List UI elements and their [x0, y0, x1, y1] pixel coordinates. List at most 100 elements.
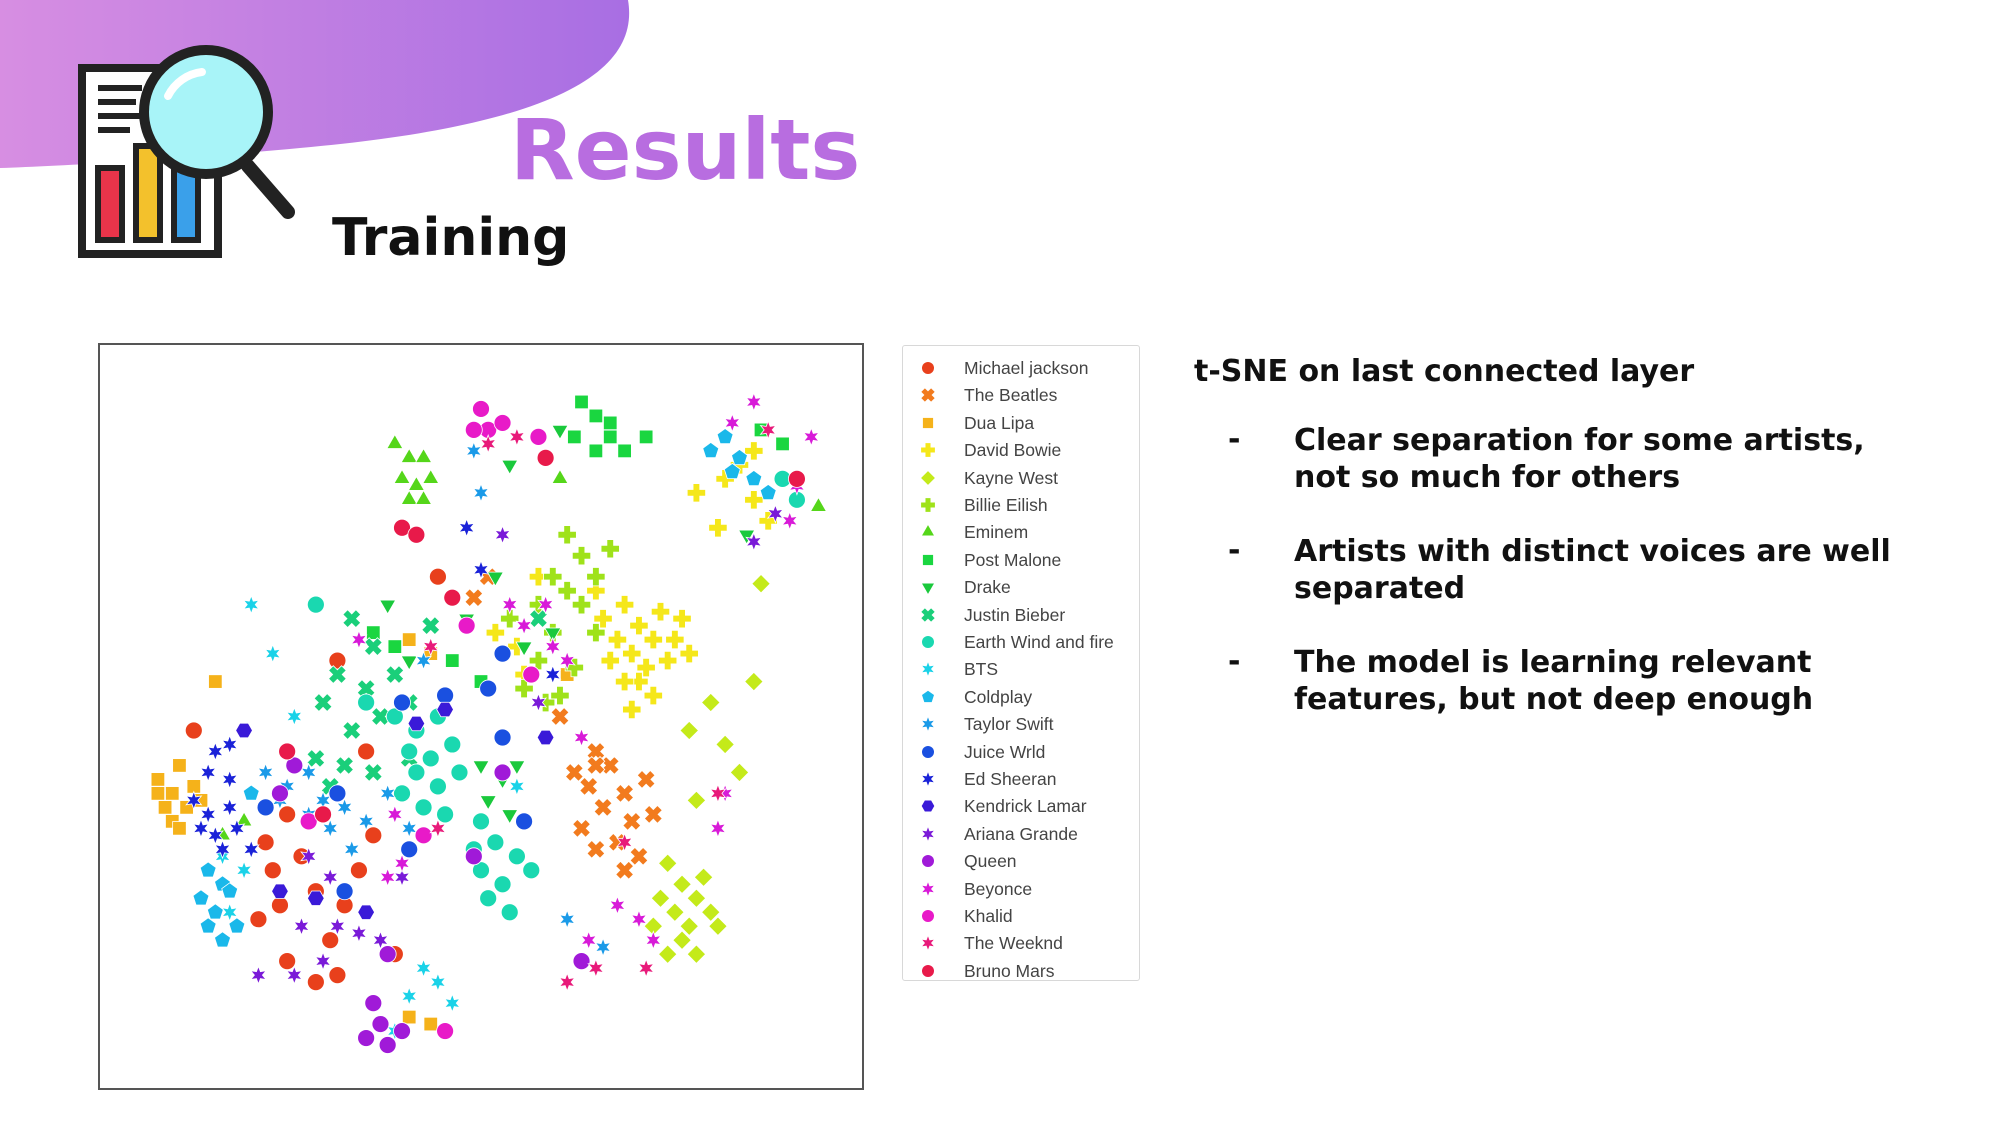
data-point — [328, 651, 347, 670]
data-point — [550, 707, 570, 726]
data-point — [615, 671, 635, 692]
legend-label: Juice Wrld — [964, 741, 1046, 762]
legend-marker — [922, 717, 934, 731]
bullet-dash: - — [1228, 422, 1241, 457]
data-point — [256, 833, 275, 852]
data-point — [571, 595, 592, 615]
data-point — [423, 1016, 438, 1032]
data-point — [228, 818, 246, 839]
data-point — [615, 783, 635, 803]
data-point — [551, 468, 569, 484]
data-point — [744, 490, 764, 510]
data-point — [486, 571, 505, 587]
legend-item: Queen — [903, 847, 1139, 874]
legend-marker — [922, 690, 934, 702]
data-point — [528, 609, 548, 629]
report-magnifier-icon — [78, 45, 295, 258]
data-point — [401, 1009, 417, 1025]
legend-marker — [921, 498, 935, 512]
data-point — [357, 693, 376, 712]
data-point — [357, 811, 375, 832]
data-point — [550, 685, 570, 706]
data-point — [228, 917, 246, 934]
data-point — [700, 902, 721, 922]
data-point — [221, 734, 239, 755]
data-point — [363, 637, 383, 657]
data-point — [436, 1022, 455, 1040]
data-point — [630, 909, 648, 930]
legend-item: Earth Wind and fire — [903, 628, 1139, 655]
legend-label: Queen — [964, 851, 1017, 872]
data-point — [679, 916, 699, 936]
data-point — [387, 639, 403, 654]
data-point — [622, 811, 642, 831]
data-point — [629, 616, 649, 636]
data-point — [357, 742, 376, 761]
data-point — [638, 429, 654, 445]
data-point — [199, 861, 217, 878]
data-point — [622, 699, 642, 720]
legend-label: BTS — [964, 659, 999, 680]
legend-label: Post Malone — [964, 549, 1062, 570]
data-point — [185, 790, 203, 811]
data-point — [472, 861, 490, 880]
data-point — [357, 904, 375, 920]
data-point — [285, 965, 303, 986]
legend-label: Coldplay — [964, 686, 1033, 707]
data-point — [715, 734, 735, 755]
data-point — [593, 609, 613, 629]
data-point — [472, 760, 490, 776]
data-point — [587, 958, 605, 979]
data-point — [493, 644, 512, 663]
series-earth-wind-and-fire — [306, 469, 806, 922]
data-point — [335, 755, 355, 775]
data-point — [759, 483, 777, 501]
data-point — [414, 650, 433, 671]
series-queen — [271, 756, 591, 1054]
data-point — [421, 616, 441, 636]
series-kendrick-lamar — [235, 701, 555, 920]
legend-item: Juice Wrld — [903, 738, 1139, 765]
data-point — [672, 874, 692, 895]
data-point — [472, 812, 490, 831]
data-point — [586, 623, 606, 643]
data-point — [393, 468, 411, 484]
bullet-text: The model is learning relevant features,… — [1294, 645, 1814, 717]
data-point — [407, 475, 426, 491]
series-david-bowie — [485, 441, 778, 720]
legend-marker — [922, 417, 934, 428]
legend-marker — [921, 607, 935, 622]
data-point — [603, 429, 618, 445]
data-point — [192, 818, 210, 839]
data-point — [650, 888, 671, 909]
data-point — [643, 685, 663, 706]
data-point — [515, 812, 533, 831]
legend-marker — [922, 525, 934, 536]
data-point — [429, 818, 447, 839]
data-point — [429, 972, 447, 993]
data-point — [543, 567, 563, 587]
data-point — [745, 392, 763, 412]
data-point — [300, 762, 318, 783]
data-point — [458, 517, 476, 538]
data-point — [723, 412, 741, 433]
data-point — [242, 594, 260, 615]
data-point — [665, 630, 685, 650]
data-point — [429, 567, 447, 586]
data-point — [465, 440, 483, 461]
data-point — [385, 665, 405, 685]
data-point — [672, 930, 692, 950]
data-point — [321, 818, 339, 839]
data-point — [744, 671, 764, 692]
data-point — [775, 436, 790, 452]
data-point — [199, 762, 217, 783]
series-ed-sheeran — [185, 517, 562, 860]
data-point — [443, 993, 461, 1014]
legend-label: Justin Bieber — [964, 604, 1066, 625]
data-point — [464, 847, 483, 866]
data-point — [407, 715, 426, 732]
data-point — [672, 609, 692, 629]
data-point — [558, 972, 576, 993]
legend-item: Coldplay — [903, 683, 1139, 710]
data-point — [184, 721, 203, 740]
